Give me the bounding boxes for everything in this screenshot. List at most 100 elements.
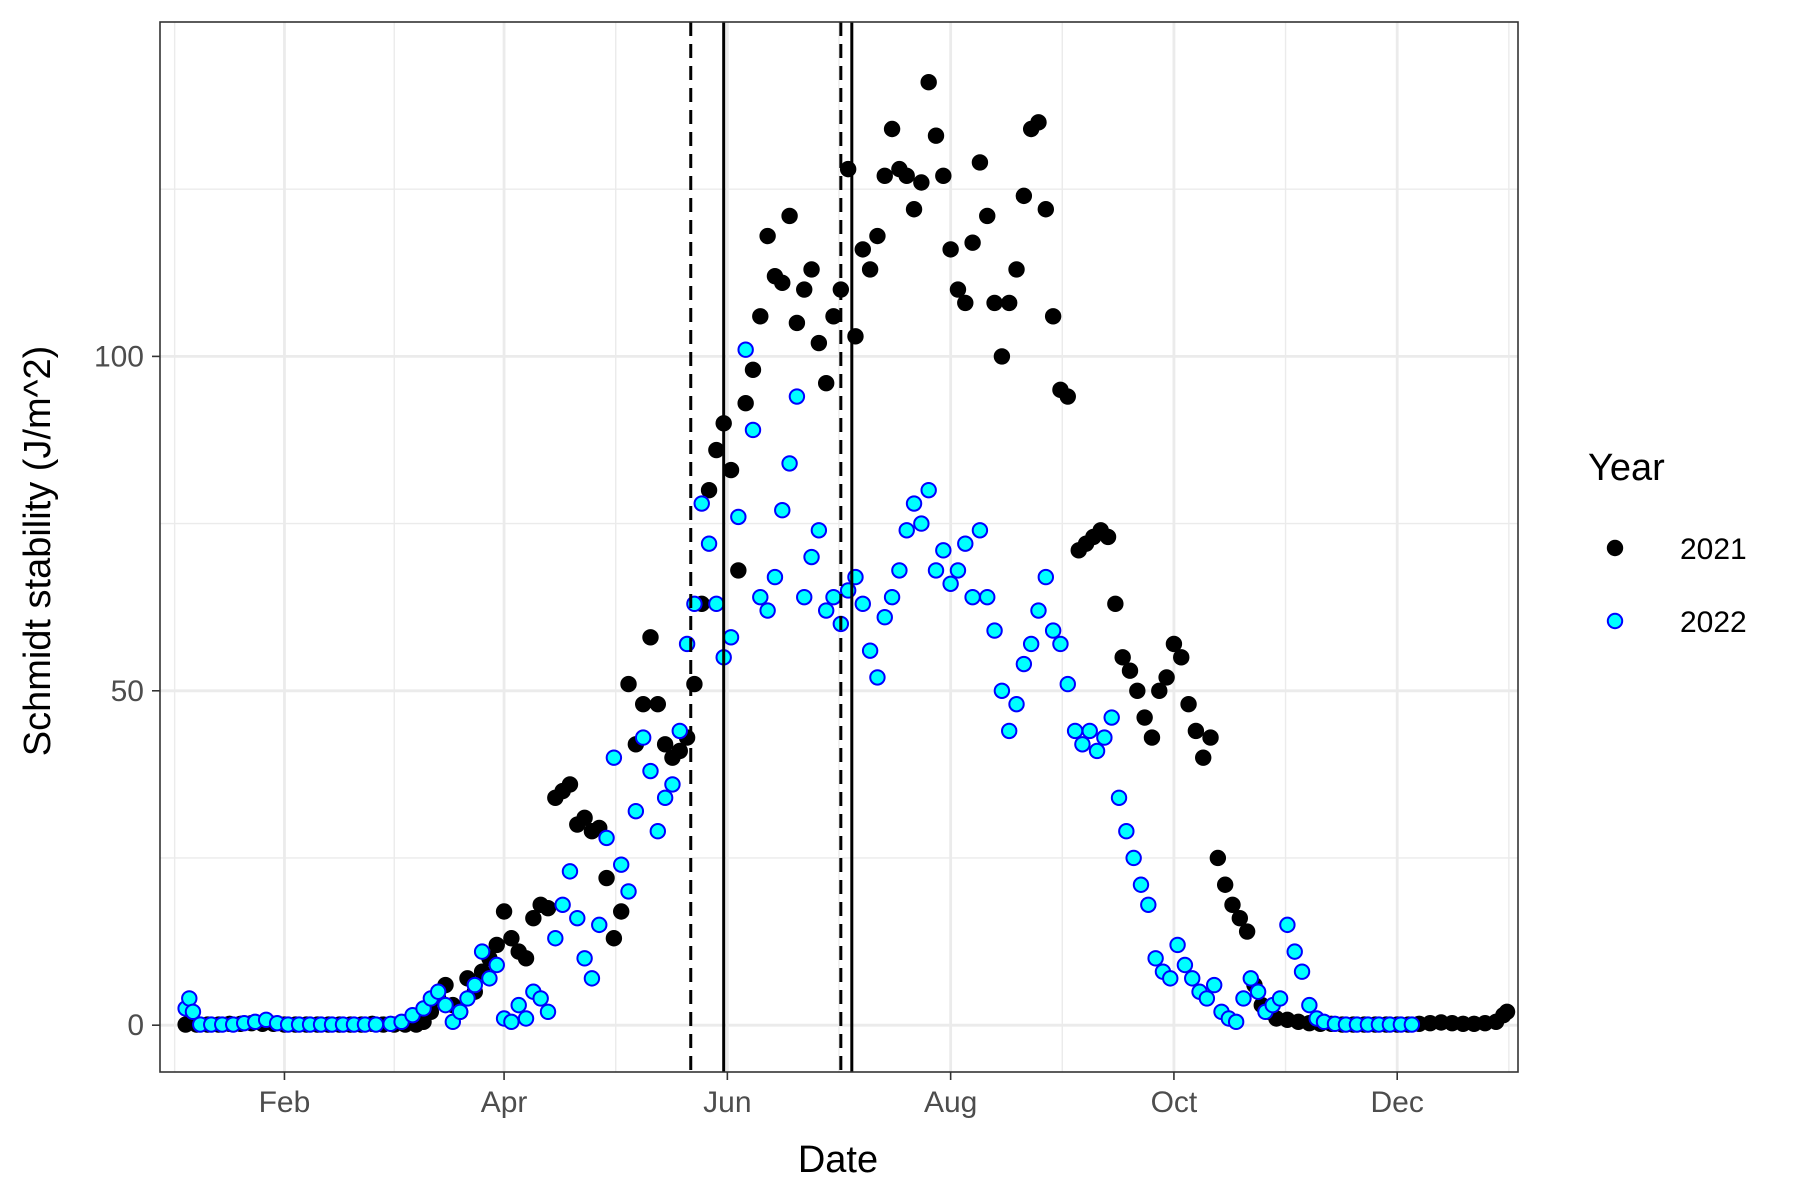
data-point-2021 (979, 207, 996, 225)
data-point-2022 (451, 1003, 469, 1021)
data-point-2022 (1286, 943, 1303, 960)
data-point-2022 (532, 990, 549, 1007)
data-point-2022 (1169, 936, 1186, 954)
data-point-2022 (642, 762, 659, 780)
series-2022 (177, 341, 1421, 1033)
data-point-2021 (898, 167, 915, 185)
data-point-2022 (1132, 876, 1150, 893)
data-point-2022 (700, 535, 718, 552)
data-point-2022 (796, 588, 813, 606)
data-point-2022 (825, 588, 842, 606)
data-point-2021 (986, 294, 1003, 312)
data-point-2022 (591, 916, 608, 934)
data-point-2022 (1022, 635, 1040, 653)
data-point-2022 (957, 535, 974, 552)
data-point-2021 (803, 261, 820, 278)
data-point-2022 (1096, 729, 1113, 746)
legend-title: Year (1588, 447, 1665, 489)
data-point-2021 (708, 441, 725, 459)
data-point-2022 (759, 602, 776, 619)
data-point-2022 (473, 943, 491, 960)
data-point-2021 (620, 675, 637, 693)
data-point-2021 (1202, 729, 1219, 746)
data-point-2022 (1205, 976, 1223, 994)
data-point-2022 (1008, 695, 1025, 713)
data-point-2021 (561, 776, 579, 793)
data-point-2022 (1301, 996, 1318, 1014)
data-point-2021 (598, 869, 615, 887)
data-point-2022 (883, 588, 901, 606)
data-point-2021 (935, 167, 952, 185)
data-point-2022 (1044, 622, 1062, 639)
data-point-2021 (488, 936, 505, 954)
data-point-2022 (1227, 1013, 1245, 1031)
data-point-2022 (1081, 722, 1098, 740)
data-point-2021 (613, 903, 630, 920)
data-point-2022 (869, 669, 886, 686)
data-point-2021 (671, 742, 688, 760)
data-point-2021 (913, 174, 930, 191)
data-point-2021 (737, 395, 754, 412)
data-point-2021 (1114, 649, 1131, 666)
data-point-2021 (1187, 722, 1205, 740)
data-point-2022 (466, 976, 483, 994)
data-point-2021 (1224, 896, 1241, 914)
data-point-2022 (1066, 722, 1084, 740)
data-point-2021 (1044, 308, 1062, 325)
data-point-2021 (495, 903, 513, 920)
data-point-2022 (1242, 970, 1259, 987)
data-point-2022 (1403, 1016, 1421, 1033)
y-tick-label: 50 (111, 675, 144, 708)
data-point-2022 (1125, 849, 1142, 867)
data-point-2022 (1118, 823, 1135, 840)
y-axis-title: Schmidt stability (J/m^2) (17, 346, 59, 757)
data-point-2022 (481, 970, 498, 987)
data-point-2022 (861, 642, 879, 659)
data-point-2021 (817, 374, 835, 392)
data-point-2022 (1059, 675, 1076, 693)
data-point-2022 (993, 682, 1011, 699)
data-point-2021 (1209, 849, 1227, 867)
data-point-2022 (781, 455, 798, 472)
data-point-2021 (1173, 649, 1190, 666)
data-point-2022 (429, 983, 447, 1000)
data-point-2021 (1015, 187, 1033, 205)
data-point-2022 (1015, 655, 1033, 673)
data-point-2021 (927, 127, 945, 144)
data-point-2021 (796, 281, 813, 298)
data-point-2022 (184, 1003, 202, 1021)
data-point-2021 (993, 348, 1011, 365)
data-point-2022 (437, 996, 454, 1014)
data-point-2022 (898, 522, 915, 539)
data-point-2021 (942, 241, 959, 258)
data-point-2022 (693, 495, 710, 512)
x-tick-label: Dec (1371, 1086, 1424, 1119)
data-point-2021 (649, 695, 667, 713)
data-point-2021 (656, 736, 674, 753)
data-point-2022 (730, 508, 747, 526)
data-point-2021 (525, 909, 542, 927)
data-point-2021 (876, 167, 893, 185)
data-point-2021 (1216, 876, 1234, 893)
x-tick-label: Aug (924, 1086, 977, 1119)
data-point-2022 (1103, 709, 1120, 726)
data-point-2022 (605, 749, 623, 766)
data-point-2022 (817, 602, 835, 619)
data-point-2022 (876, 609, 893, 626)
data-point-2022 (913, 515, 930, 532)
data-point-2022 (810, 522, 828, 539)
data-point-2022 (891, 562, 908, 579)
data-point-2022 (1052, 635, 1069, 653)
data-point-2022 (539, 1003, 557, 1021)
data-point-2021 (949, 281, 967, 298)
data-point-2021 (503, 930, 520, 947)
data-point-2022 (181, 990, 198, 1007)
data-point-2021 (744, 361, 762, 378)
data-point-2022 (547, 930, 564, 947)
data-point-2021 (861, 261, 879, 278)
data-point-2022 (517, 1010, 535, 1027)
data-point-2022 (1162, 970, 1179, 987)
data-point-2021 (605, 930, 623, 947)
data-point-2022 (598, 829, 615, 847)
